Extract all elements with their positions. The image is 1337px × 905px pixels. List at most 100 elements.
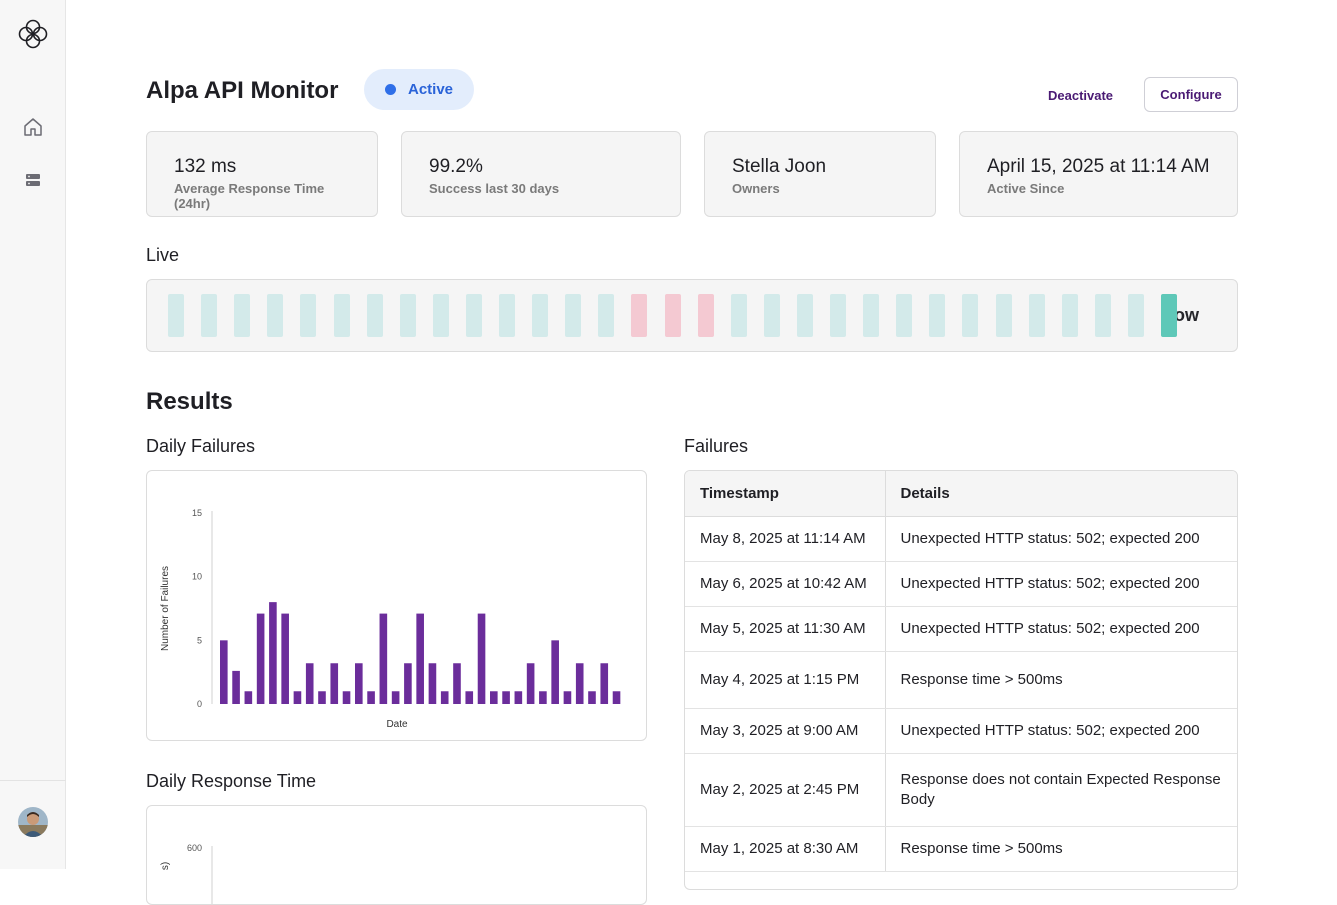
live-tick-success[interactable] (1061, 294, 1078, 337)
sidebar-divider (0, 780, 66, 781)
daily-response-chart: 600 s) (146, 805, 647, 905)
details-cell: Response does not contain Expected Respo… (885, 753, 1237, 827)
live-status-bar: Now (146, 279, 1238, 352)
live-tick-success[interactable] (1028, 294, 1045, 337)
table-row[interactable]: May 2, 2025 at 2:45 PM Response does not… (685, 753, 1237, 827)
logo-icon[interactable] (17, 18, 49, 50)
timestamp-cell: May 8, 2025 at 11:14 AM (685, 516, 886, 562)
table-row[interactable]: May 1, 2025 at 8:30 AM Response time > 5… (685, 826, 1237, 872)
timestamp-cell: May 4, 2025 at 1:15 PM (685, 651, 886, 709)
configure-button[interactable]: Configure (1144, 77, 1238, 112)
live-tick-success[interactable] (201, 294, 218, 337)
live-tick-current[interactable] (1161, 294, 1177, 337)
timestamp-cell: May 3, 2025 at 9:00 AM (685, 708, 886, 754)
live-tick-success[interactable] (730, 294, 747, 337)
chart-bar (477, 613, 486, 704)
table-header-row: Timestamp Details (685, 471, 1237, 517)
stat-label: Success last 30 days (429, 181, 560, 196)
chart-bar (391, 691, 400, 704)
live-tick-success[interactable] (234, 294, 251, 337)
home-icon[interactable] (22, 116, 44, 138)
daily-response-title: Daily Response Time (146, 771, 317, 791)
y-tick-label: 10 (192, 572, 202, 582)
chart-bar (453, 663, 461, 704)
x-axis-label: Date (386, 719, 408, 730)
live-tick-success[interactable] (333, 294, 350, 337)
stat-label: Average Response Time (24hr) (174, 181, 325, 211)
chart-bar (502, 691, 510, 704)
live-tick-success[interactable] (896, 294, 913, 337)
details-cell: Response time > 500ms (885, 826, 1237, 872)
table-row[interactable]: May 6, 2025 at 10:42 AM Unexpected HTTP … (685, 561, 1237, 607)
details-cell: Unexpected HTTP status: 502; expected 20… (885, 516, 1237, 562)
chart-bar (379, 613, 388, 704)
live-tick-success[interactable] (267, 294, 284, 337)
table-row[interactable]: May 3, 2025 at 9:00 AM Unexpected HTTP s… (685, 708, 1237, 754)
main-content: Alpa API Monitor Active Deactivate Confi… (146, 0, 1238, 905)
page-title: Alpa API Monitor (146, 77, 339, 104)
chart-bar (256, 613, 265, 704)
column-header-details[interactable]: Details (885, 471, 1237, 517)
stat-label: Active Since (987, 181, 1065, 196)
chart-bar (281, 613, 289, 704)
live-tick-success[interactable] (598, 294, 615, 337)
y-tick-label: 0 (197, 699, 202, 709)
live-tick-success[interactable] (465, 294, 482, 337)
live-tick-success[interactable] (995, 294, 1012, 337)
live-tick-success[interactable] (929, 294, 946, 337)
details-cell: Response time > 500ms (885, 651, 1237, 709)
timestamp-cell: May 5, 2025 at 11:30 AM (685, 606, 886, 652)
y-axis-label: s) (160, 862, 171, 870)
live-tick-failure[interactable] (631, 294, 648, 337)
table-row[interactable]: May 5, 2025 at 11:30 AM Unexpected HTTP … (685, 606, 1237, 652)
live-tick-success[interactable] (532, 294, 549, 337)
live-tick-success[interactable] (830, 294, 846, 337)
table-row[interactable]: May 4, 2025 at 1:15 PM Response time > 5… (685, 651, 1237, 709)
chart-bar (342, 691, 351, 704)
live-tick-success[interactable] (399, 294, 416, 337)
y-tick-label: 600 (187, 843, 202, 853)
chart-bar (490, 691, 498, 704)
status-dot-icon (385, 84, 396, 95)
server-icon[interactable] (22, 169, 44, 191)
chart-bar (220, 640, 228, 704)
table-row[interactable]: May 8, 2025 at 11:14 AM Unexpected HTTP … (685, 516, 1237, 562)
status-badge: Active (364, 69, 474, 110)
live-tick-success[interactable] (499, 294, 515, 337)
deactivate-button[interactable]: Deactivate (1030, 78, 1131, 112)
stat-label: Owners (732, 181, 780, 196)
live-tick-failure[interactable] (697, 294, 714, 337)
daily-failures-chart-svg: 0 5 10 15 Number of Failures Date (160, 508, 621, 730)
timestamp-cell: May 1, 2025 at 8:30 AM (685, 826, 886, 872)
y-tick-label: 15 (192, 508, 202, 518)
live-tick-success[interactable] (863, 294, 880, 337)
live-tick-success[interactable] (366, 294, 383, 337)
user-avatar[interactable] (18, 807, 48, 837)
chart-bar (551, 640, 559, 704)
daily-response-chart-svg: 600 s) (160, 843, 213, 904)
failures-table: Timestamp Details May 8, 2025 at 11:14 A… (684, 470, 1238, 890)
stat-value: Stella Joon (732, 156, 827, 177)
live-tick-success[interactable] (962, 294, 979, 337)
live-tick-success[interactable] (565, 294, 582, 337)
chart-bar (404, 663, 412, 704)
chart-bar (600, 663, 609, 704)
live-tick-success[interactable] (763, 294, 780, 337)
live-tick-success[interactable] (300, 294, 317, 337)
column-header-timestamp[interactable]: Timestamp (685, 471, 886, 517)
chart-bar (355, 663, 363, 704)
live-tick-success[interactable] (168, 294, 184, 337)
stat-value: 99.2% (429, 156, 483, 177)
chart-bar (539, 691, 547, 704)
live-tick-success[interactable] (1127, 294, 1144, 337)
live-tick-failure[interactable] (664, 294, 681, 337)
status-text: Active (408, 81, 454, 98)
live-tick-success[interactable] (796, 294, 813, 337)
chart-bar (514, 691, 523, 704)
live-tick-success[interactable] (432, 294, 449, 337)
stat-value: April 15, 2025 at 11:14 AM (987, 156, 1210, 177)
live-title: Live (146, 245, 180, 265)
chart-bar (293, 691, 302, 704)
live-tick-success[interactable] (1094, 294, 1111, 337)
chart-bar (612, 691, 621, 704)
